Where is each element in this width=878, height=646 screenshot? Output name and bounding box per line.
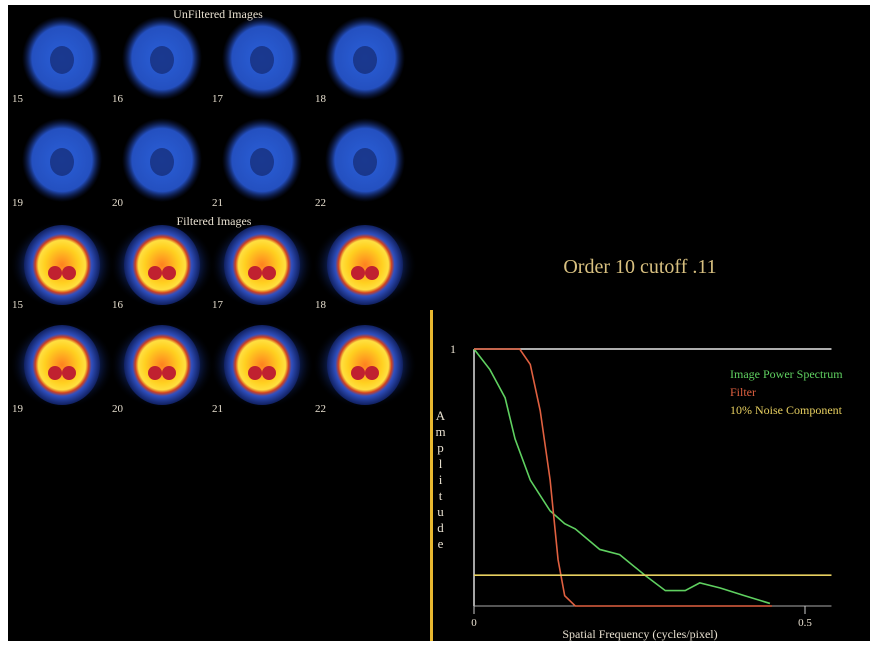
- filtered-image: [327, 325, 403, 405]
- image-label: 15: [12, 299, 24, 311]
- unfiltered-center: [50, 46, 74, 74]
- filtered-spot: [351, 366, 365, 380]
- unfiltered-center: [353, 148, 377, 176]
- filtered-spot: [62, 366, 76, 380]
- filtered-spot: [262, 266, 276, 280]
- filtered-image: [24, 325, 100, 405]
- image-label: 17: [212, 299, 224, 311]
- image-label: 19: [12, 403, 24, 415]
- filtered-spot: [351, 266, 365, 280]
- filtered-image: [24, 225, 100, 305]
- filtered-spot: [148, 266, 162, 280]
- y-axis-label: Amplitude: [428, 408, 448, 552]
- filtered-spot: [148, 366, 162, 380]
- legend-entry: 10% Noise Component: [730, 403, 843, 417]
- unfiltered-center: [50, 148, 74, 176]
- filtered-spot: [162, 366, 176, 380]
- unfiltered-center: [353, 46, 377, 74]
- filtered-spot: [48, 266, 62, 280]
- y-tick-label: 1: [450, 342, 456, 356]
- image-label: 18: [315, 93, 327, 105]
- image-label: 19: [12, 197, 24, 209]
- filtered-spot: [248, 366, 262, 380]
- image-label: 15: [12, 93, 24, 105]
- filtered-image: [224, 325, 300, 405]
- unfiltered-center: [250, 148, 274, 176]
- filtered-spot: [62, 266, 76, 280]
- unfiltered-center: [250, 46, 274, 74]
- image-label: 18: [315, 299, 327, 311]
- x-tick-label: 0.5: [798, 617, 812, 629]
- unfiltered-center: [150, 148, 174, 176]
- image-label: 17: [212, 93, 224, 105]
- x-tick-label: 0: [471, 617, 477, 629]
- image-label: 16: [112, 299, 124, 311]
- image-label: 22: [315, 403, 326, 415]
- page: {"images":{"unfiltered_title":"UnFiltere…: [0, 0, 878, 646]
- image-label: 22: [315, 197, 326, 209]
- image-label: 16: [112, 93, 124, 105]
- x-axis-label: Spatial Frequency (cycles/pixel): [562, 627, 717, 641]
- filtered-spot: [365, 366, 379, 380]
- filtered-image: [124, 325, 200, 405]
- image-label: 20: [112, 403, 124, 415]
- image-label: 21: [212, 403, 223, 415]
- filtered-spot: [262, 366, 276, 380]
- filtered-spot: [48, 366, 62, 380]
- unfiltered-center: [150, 46, 174, 74]
- image-label: 21: [212, 197, 223, 209]
- filtered-spot: [248, 266, 262, 280]
- filtered-spot: [162, 266, 176, 280]
- caption: Order 10 cutoff .11: [563, 256, 716, 278]
- filtered-image: [124, 225, 200, 305]
- filtered-spot: [365, 266, 379, 280]
- filtered-image: [327, 225, 403, 305]
- legend-entry: Image Power Spectrum: [730, 367, 843, 381]
- image-label: 20: [112, 197, 124, 209]
- filtered-image: [224, 225, 300, 305]
- legend-entry: Filter: [730, 385, 756, 399]
